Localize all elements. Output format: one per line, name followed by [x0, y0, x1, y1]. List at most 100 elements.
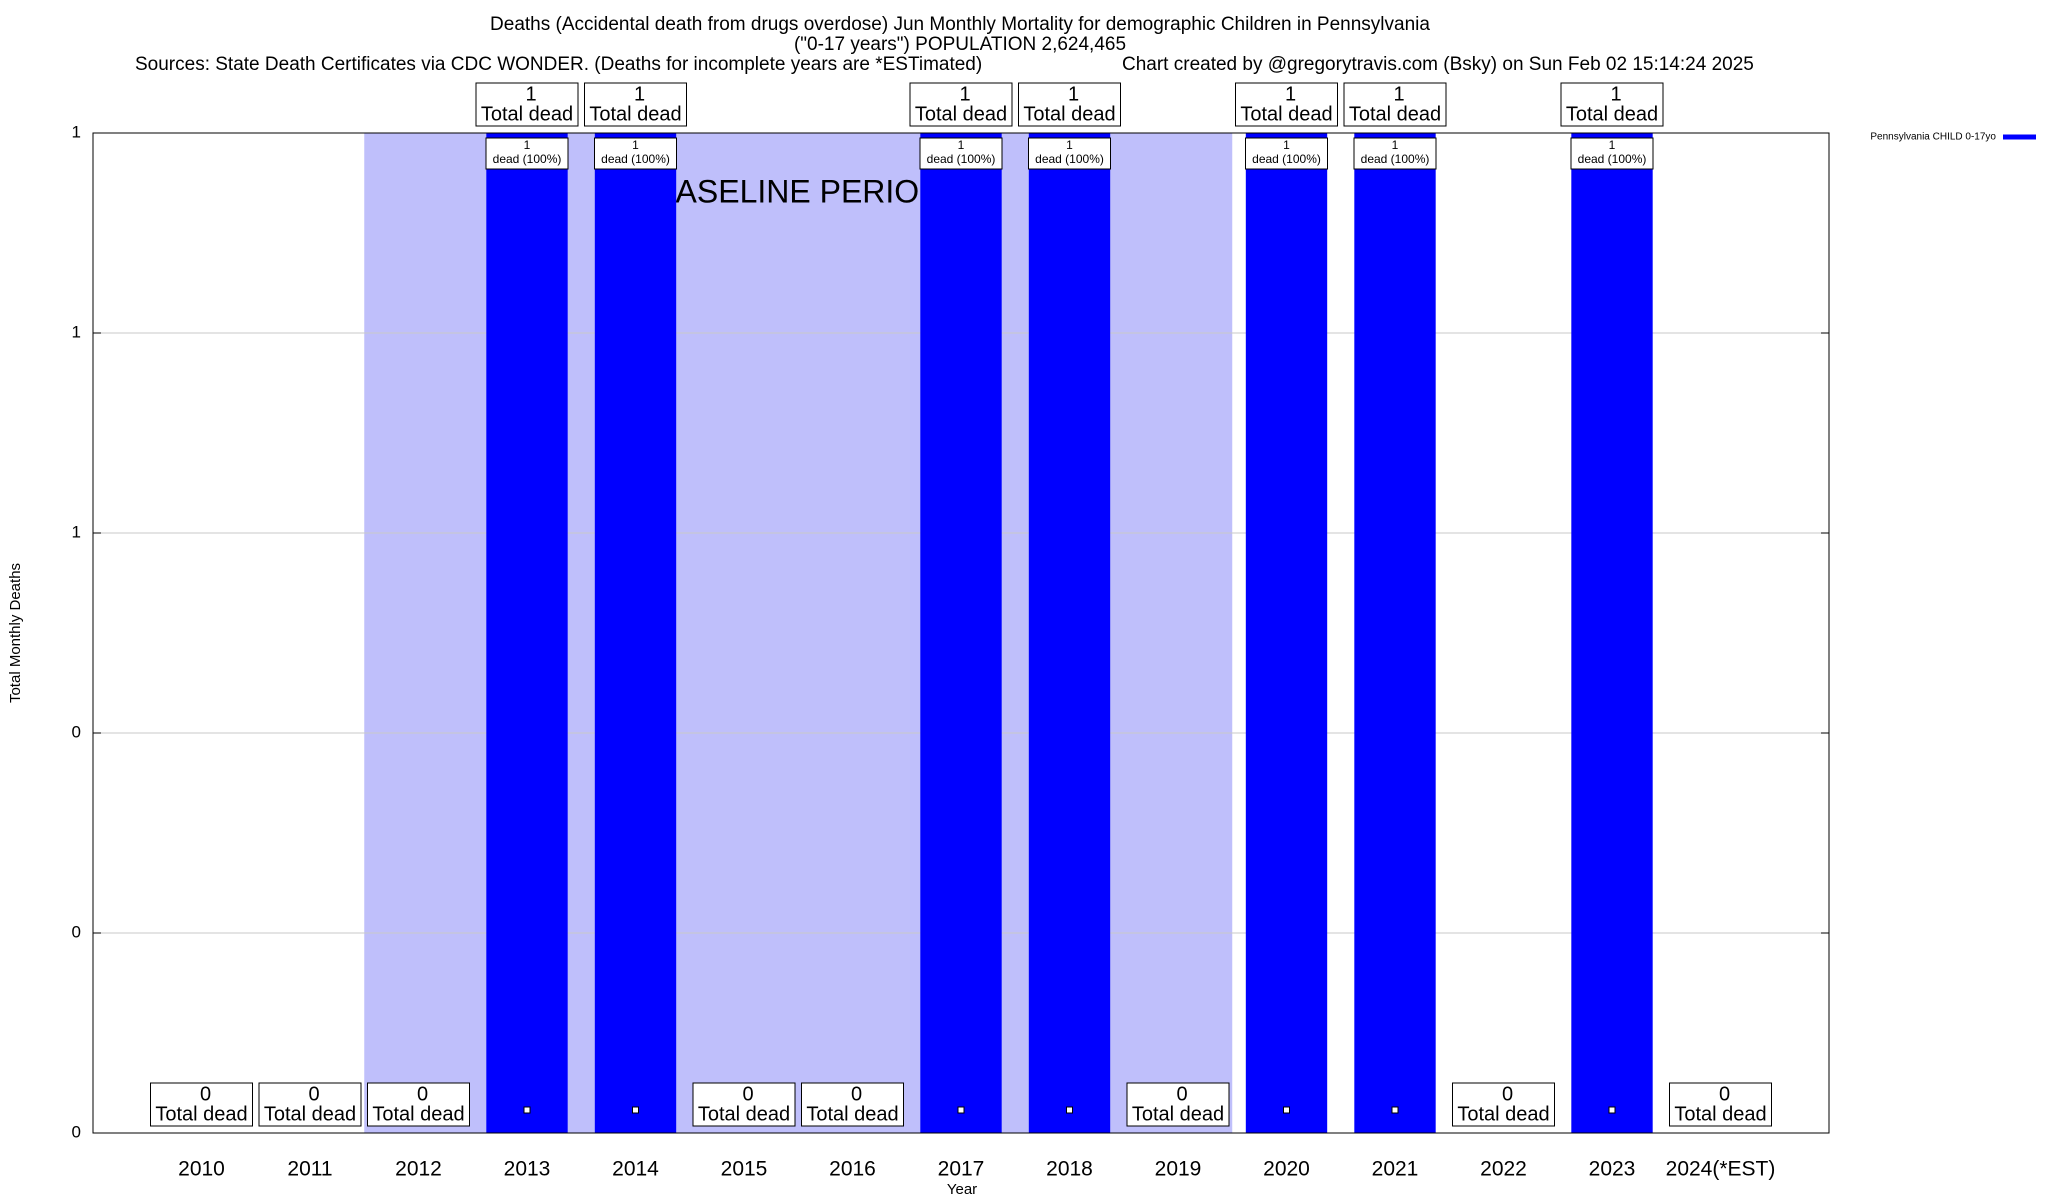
x-tick-label: 2022	[1480, 1158, 1527, 1181]
total-value: 1	[959, 83, 970, 105]
share-value: 1	[958, 138, 965, 152]
bar	[1028, 133, 1111, 1133]
total-label: Total dead	[589, 103, 681, 125]
total-box	[801, 1082, 904, 1127]
share-box	[1028, 137, 1111, 170]
share-label: dead (100%)	[601, 152, 670, 166]
total-box	[1235, 82, 1338, 127]
total-value: 0	[1719, 1083, 1730, 1105]
share-label: dead (100%)	[1252, 152, 1321, 166]
total-label: Total dead	[481, 103, 573, 125]
bar	[920, 133, 1002, 1133]
total-label: Total dead	[1674, 1103, 1766, 1125]
share-label: dead (100%)	[927, 152, 996, 166]
total-box	[692, 1082, 796, 1127]
total-label: Total dead	[1566, 103, 1658, 125]
x-tick-label: 2015	[721, 1158, 768, 1181]
total-box	[1018, 82, 1121, 127]
total-value: 1	[1068, 83, 1079, 105]
y-axis-label: Total Monthly Deaths	[7, 563, 24, 703]
x-marker	[632, 1106, 639, 1114]
total-label: Total dead	[698, 1103, 790, 1125]
bar	[1354, 133, 1436, 1133]
total-label: Total dead	[915, 103, 1007, 125]
total-value: 1	[1610, 83, 1621, 105]
y-tick-label: 0	[72, 1122, 81, 1141]
total-box	[258, 1082, 362, 1127]
chart-subtitle: ("0-17 years") POPULATION 2,624,465	[794, 34, 1126, 55]
total-value: 0	[1502, 1083, 1513, 1105]
share-label: dead (100%)	[1578, 152, 1647, 166]
share-box	[919, 137, 1003, 170]
x-marker	[1283, 1106, 1290, 1114]
x-tick-label: 2018	[1046, 1158, 1093, 1181]
bar	[1571, 133, 1653, 1133]
legend-label: Pennsylvania CHILD 0-17yo	[1870, 132, 1996, 143]
x-marker	[1608, 1106, 1616, 1114]
total-value: 1	[525, 83, 536, 105]
total-value: 1	[1285, 83, 1296, 105]
share-value: 1	[1392, 138, 1399, 152]
total-box	[367, 1082, 470, 1127]
total-value: 0	[308, 1083, 319, 1105]
x-tick-label: 2021	[1372, 1158, 1419, 1181]
total-box	[150, 1082, 253, 1127]
total-box	[1452, 1082, 1555, 1127]
x-tick-label: 2019	[1155, 1158, 1202, 1181]
share-value: 1	[1283, 138, 1290, 152]
bar	[486, 133, 568, 1133]
total-box	[1560, 82, 1664, 127]
x-tick-label: 2012	[395, 1158, 442, 1181]
total-label: Total dead	[806, 1103, 898, 1125]
x-marker	[1066, 1106, 1073, 1114]
x-tick-label: 2017	[938, 1158, 985, 1181]
bar	[594, 133, 677, 1133]
y-tick-label: 1	[72, 322, 81, 341]
total-value: 0	[742, 1083, 753, 1105]
total-value: 0	[851, 1083, 862, 1105]
total-value: 0	[200, 1083, 211, 1105]
total-box	[584, 82, 687, 127]
total-value: 0	[417, 1083, 428, 1105]
share-label: dead (100%)	[1361, 152, 1430, 166]
total-value: 1	[1393, 83, 1404, 105]
total-box	[909, 82, 1013, 127]
share-value: 1	[632, 138, 639, 152]
x-axis-label: Year	[947, 1181, 977, 1198]
total-value: 1	[634, 83, 645, 105]
total-label: Total dead	[1132, 1103, 1224, 1125]
share-value: 1	[1066, 138, 1073, 152]
share-label: dead (100%)	[1035, 152, 1104, 166]
share-box	[594, 137, 677, 170]
total-value: 0	[1176, 1083, 1187, 1105]
share-box	[1245, 137, 1328, 170]
x-tick-label: 2010	[178, 1158, 225, 1181]
share-label: dead (100%)	[493, 152, 562, 166]
chart-title: Deaths (Accidental death from drugs over…	[490, 14, 1430, 35]
share-box	[1570, 137, 1654, 170]
share-box	[1353, 137, 1437, 170]
total-box	[1669, 1082, 1772, 1127]
credit-note: Chart created by @gregorytravis.com (Bsk…	[1122, 54, 1754, 75]
x-tick-label: 2020	[1263, 1158, 1310, 1181]
y-tick-label: 1	[72, 122, 81, 141]
x-tick-label: 2014	[612, 1158, 659, 1181]
total-label: Total dead	[1023, 103, 1115, 125]
share-value: 1	[524, 138, 531, 152]
y-tick-label: 1	[72, 522, 81, 541]
x-marker	[523, 1106, 531, 1114]
total-box	[475, 82, 579, 127]
y-tick-label: 0	[72, 722, 81, 741]
total-label: Total dead	[1240, 103, 1332, 125]
total-label: Total dead	[1349, 103, 1441, 125]
total-label: Total dead	[1457, 1103, 1549, 1125]
bar	[1245, 133, 1328, 1133]
total-box	[1126, 1082, 1230, 1127]
total-label: Total dead	[372, 1103, 464, 1125]
x-tick-label: 2016	[829, 1158, 876, 1181]
x-marker	[957, 1106, 965, 1114]
share-value: 1	[1609, 138, 1616, 152]
source-note: Sources: State Death Certificates via CD…	[135, 54, 982, 75]
baseline-label: BASELINE PERIOD	[654, 173, 942, 209]
